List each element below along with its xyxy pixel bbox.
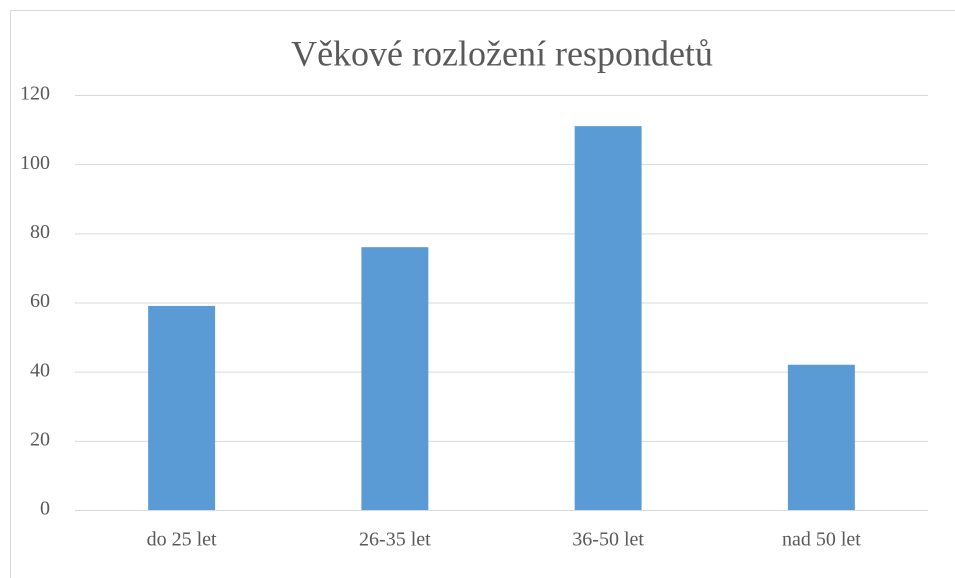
x-tick-label: do 25 let xyxy=(147,529,217,551)
y-tick-label: 120 xyxy=(20,83,50,105)
y-tick-label: 20 xyxy=(30,428,50,450)
x-tick-label: 36-50 let xyxy=(572,529,644,551)
x-tick-label: 26-35 let xyxy=(359,529,431,551)
y-tick-label: 60 xyxy=(30,290,50,312)
bar xyxy=(787,364,855,510)
y-tick-label: 0 xyxy=(40,498,50,520)
x-tick-label: nad 50 let xyxy=(782,529,861,551)
bar xyxy=(148,305,216,510)
bar xyxy=(361,247,429,510)
y-tick-label: 40 xyxy=(30,359,50,381)
chart-title: Věkové rozložení respondetů xyxy=(291,33,713,73)
bar xyxy=(574,126,642,510)
y-tick-label: 100 xyxy=(20,152,50,174)
y-tick-label: 80 xyxy=(30,221,50,243)
